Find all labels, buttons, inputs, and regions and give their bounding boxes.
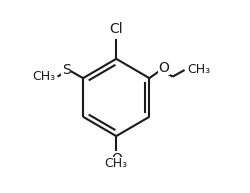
Text: O: O: [111, 152, 122, 166]
Text: CH₃: CH₃: [32, 70, 56, 83]
Text: CH₃: CH₃: [105, 157, 128, 170]
Text: Cl: Cl: [110, 22, 123, 36]
Text: S: S: [62, 63, 70, 77]
Text: O: O: [159, 61, 170, 75]
Text: CH₃: CH₃: [188, 63, 211, 76]
